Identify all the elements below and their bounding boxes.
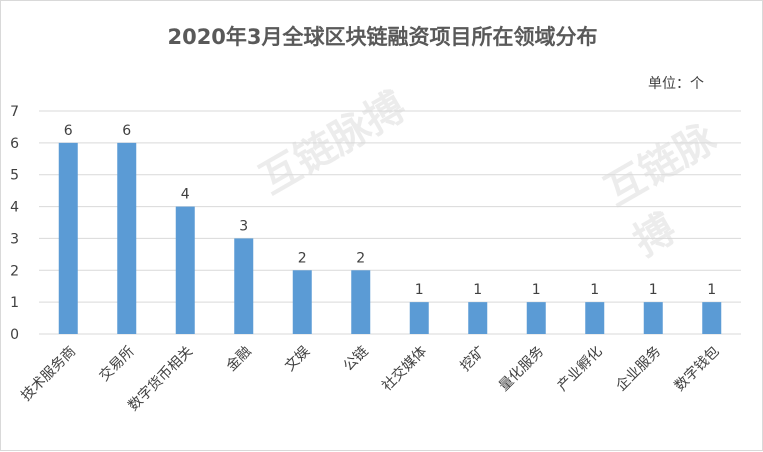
y-tick-label: 0: [10, 327, 19, 343]
x-tick-label: 技术服务商: [18, 344, 79, 405]
y-tick-label: 2: [10, 263, 19, 279]
data-label: 1: [590, 282, 599, 298]
data-label: 2: [356, 250, 365, 266]
y-tick-label: 6: [10, 136, 19, 152]
x-tick-label: 量化服务: [496, 344, 547, 395]
bar: [468, 302, 488, 334]
unit-label: 单位：个: [648, 76, 704, 92]
data-label: 1: [649, 282, 658, 298]
bar: [234, 238, 254, 334]
bar: [58, 142, 78, 334]
bar: [643, 302, 663, 334]
y-tick-label: 5: [10, 168, 19, 184]
bar: [292, 270, 312, 334]
x-tick-label: 数字钱包: [672, 344, 723, 395]
x-tick-label: 公链: [340, 344, 371, 375]
x-tick-label: 挖矿: [457, 344, 488, 375]
data-label: 1: [707, 282, 716, 298]
x-tick-label: 社交媒体: [378, 343, 430, 395]
bar: [702, 302, 722, 334]
bar: [175, 206, 195, 334]
data-label: 6: [64, 123, 73, 139]
data-label: 4: [181, 187, 190, 203]
y-tick-label: 1: [10, 295, 19, 311]
x-tick-label: 交易所: [96, 343, 138, 385]
bar: [585, 302, 605, 334]
x-tick-label: 金融: [223, 344, 254, 375]
data-label: 1: [532, 282, 541, 298]
bar: [526, 302, 546, 334]
bar: [409, 302, 429, 334]
bar: [351, 270, 371, 334]
data-label: 1: [473, 282, 482, 298]
y-tick-label: 7: [10, 104, 19, 120]
x-tick-label: 文娱: [282, 344, 313, 375]
data-label: 2: [298, 250, 307, 266]
data-label: 6: [122, 123, 131, 139]
data-label: 3: [239, 218, 248, 234]
bar: [117, 142, 137, 334]
x-tick-label: 产业孵化: [555, 344, 606, 395]
y-tick-label: 4: [10, 200, 19, 216]
x-tick-label: 企业服务: [612, 343, 664, 395]
data-label: 1: [415, 282, 424, 298]
y-tick-label: 3: [10, 231, 19, 247]
chart-title: 2020年3月全球区块链融资项目所在领域分布: [167, 25, 598, 49]
